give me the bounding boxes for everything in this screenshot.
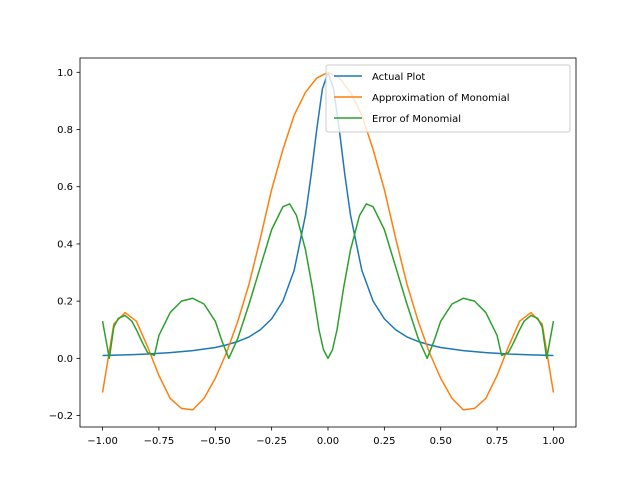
x-tick-label: 0.25 [373, 436, 395, 447]
y-tick-label: −0.2 [49, 411, 73, 422]
x-tick-label: −0.75 [144, 436, 175, 447]
x-tick-label: −0.25 [256, 436, 287, 447]
y-tick-label: 0.2 [57, 297, 73, 308]
x-tick-label: −1.00 [87, 436, 118, 447]
x-tick-label: 1.00 [542, 436, 564, 447]
y-tick-label: 1.0 [57, 68, 73, 79]
y-axis: −0.2 0.0 0.2 0.4 0.6 0.8 1.0 [49, 68, 80, 422]
legend-label-actual-plot: Actual Plot [372, 72, 425, 83]
x-tick-label: 0.00 [317, 436, 339, 447]
x-axis: −1.00 −0.75 −0.50 −0.25 0.00 0.25 0.50 0.75 1.00 [87, 427, 565, 447]
x-tick-label: 0.75 [486, 436, 508, 447]
y-tick-label: 0.0 [57, 354, 73, 365]
series-line-error-of-monomial [101, 203, 555, 360]
y-tick-label: 0.6 [57, 182, 73, 193]
x-tick-label: 0.50 [430, 436, 452, 447]
y-tick-label: 0.8 [57, 125, 73, 136]
legend-label-error: Error of Monomial [372, 114, 461, 125]
legend-label-approximation: Approximation of Monomial [372, 93, 510, 104]
legend-box [325, 64, 571, 133]
x-tick-label: −0.50 [200, 436, 231, 447]
y-tick-label: 0.4 [57, 239, 73, 250]
legend: Actual Plot Approximation of Monomial Er… [325, 64, 571, 133]
